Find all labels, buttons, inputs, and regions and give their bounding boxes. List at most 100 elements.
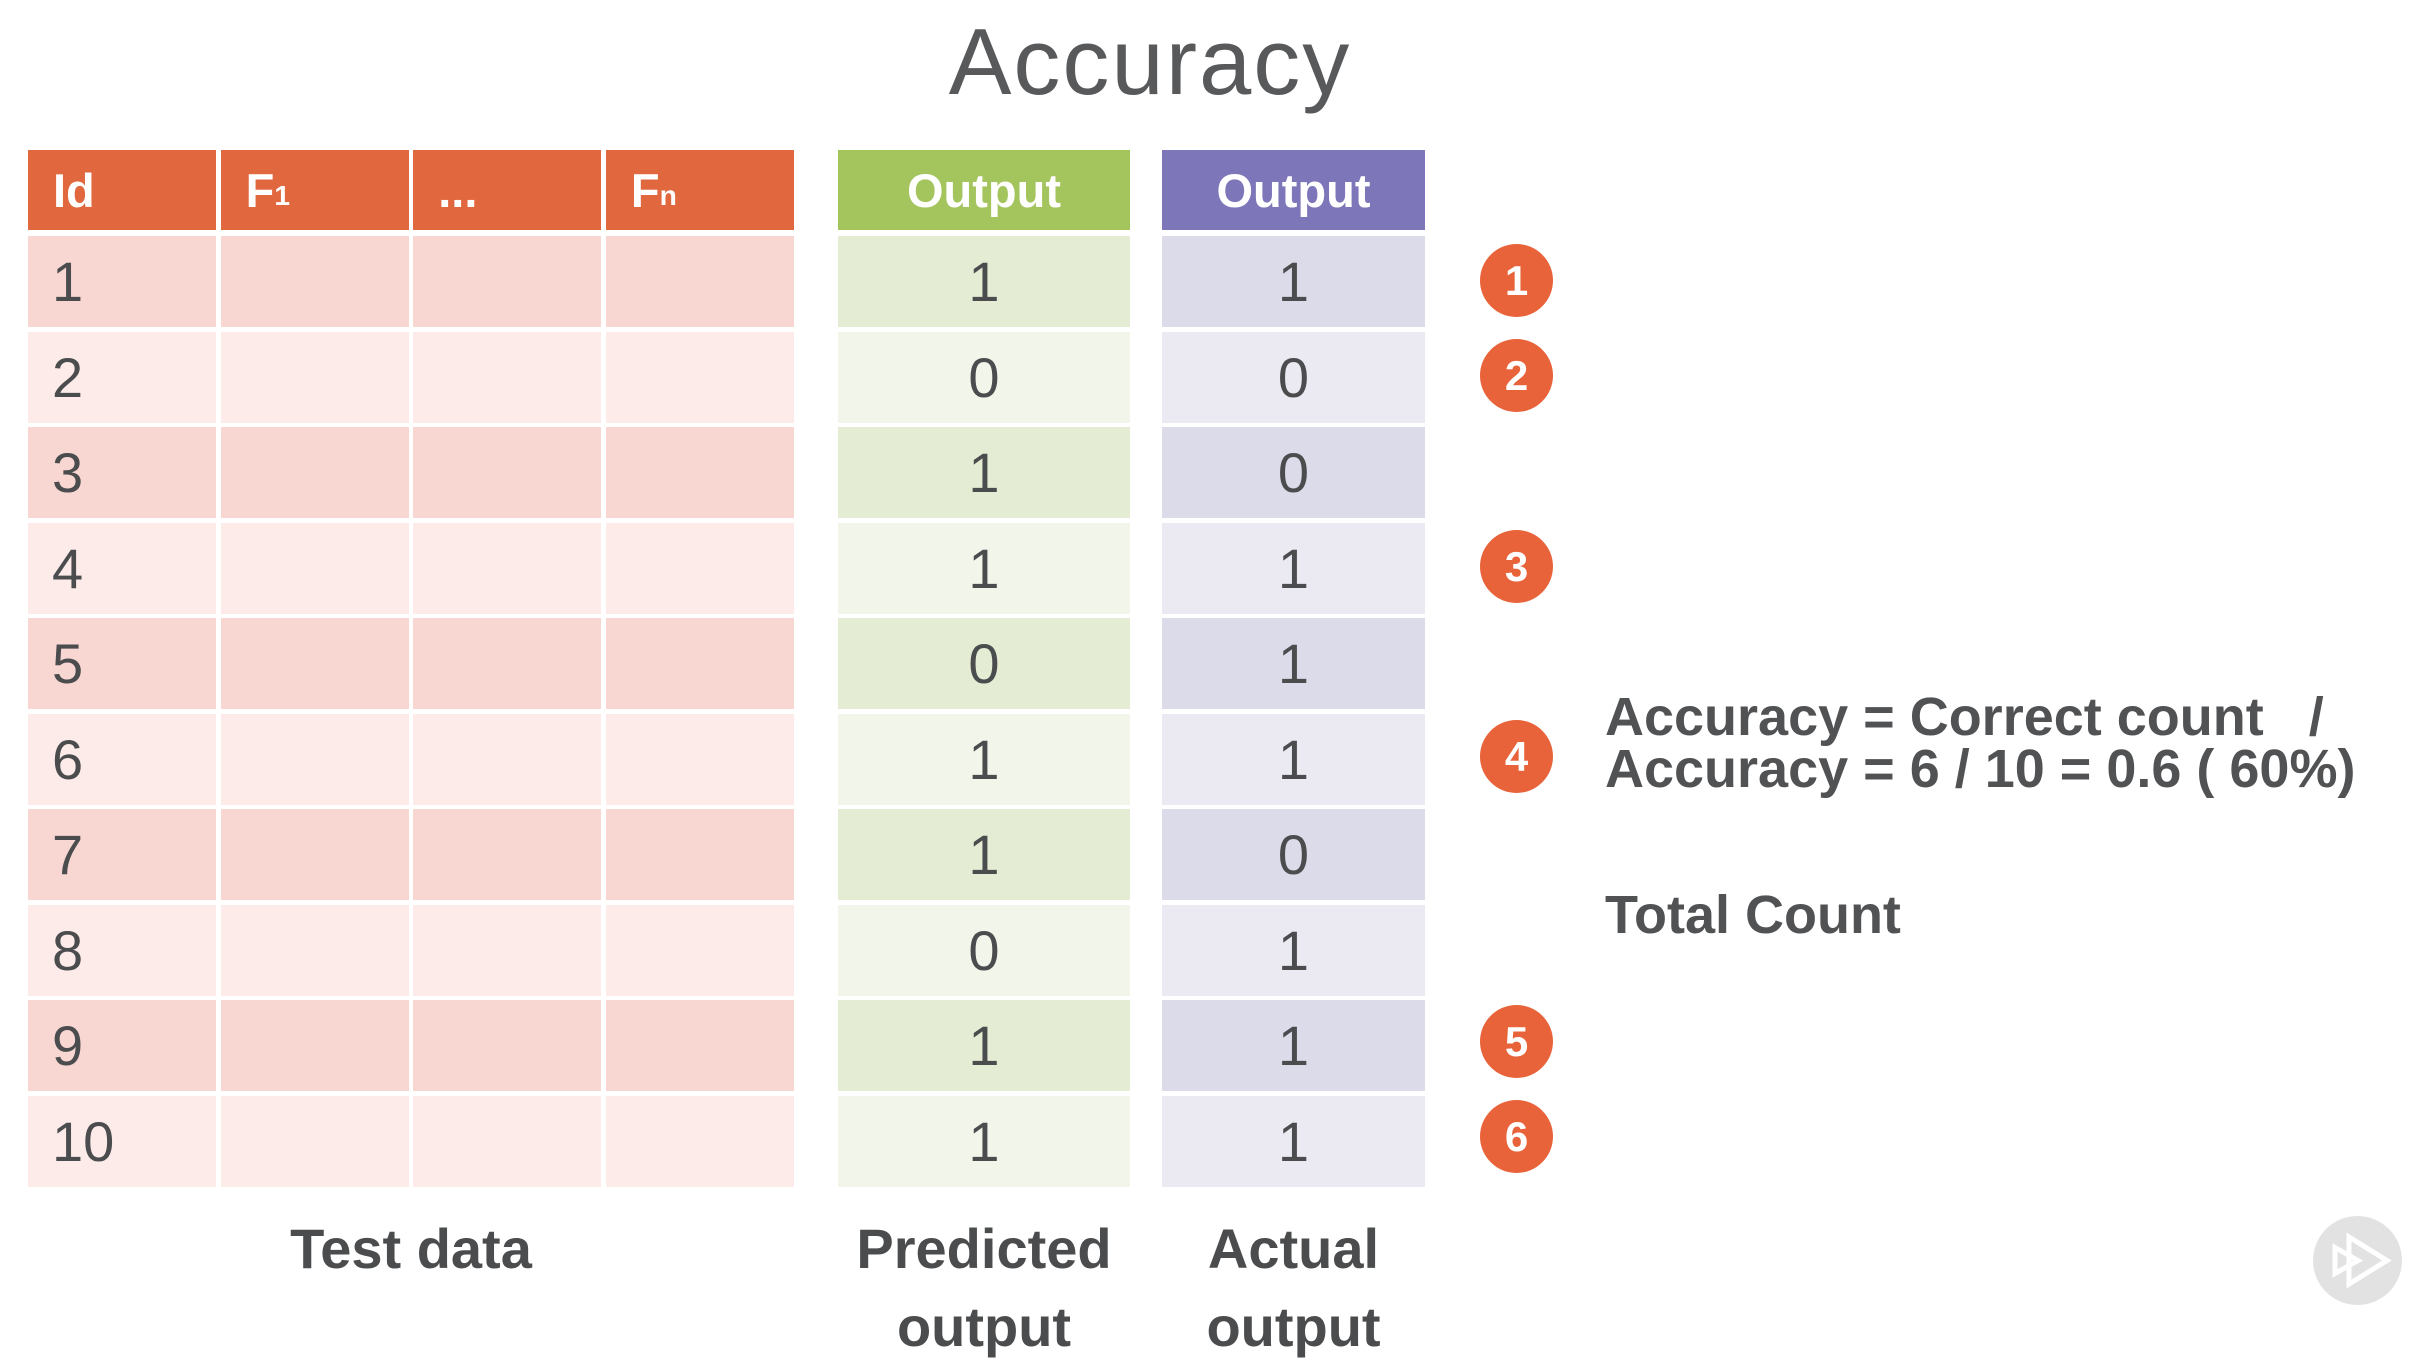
cell-feature [413,1000,602,1091]
predicted-caption-line1: Predicted [856,1217,1112,1280]
cell-feature [605,236,794,327]
cell-feature [413,427,602,518]
cell-actual: 0 [1162,427,1425,518]
table-row: 4 [28,522,794,614]
cell-predicted: 1 [838,1000,1130,1091]
table-row: 3 [28,427,794,518]
pluralsight-play-logo[interactable] [2313,1216,2402,1305]
cell-feature [220,331,409,423]
cell-id: 9 [28,1000,217,1091]
cell-actual: 0 [1162,331,1425,423]
cell-feature [605,331,794,423]
cell-feature [413,236,602,327]
step-marker-6: 6 [1480,1100,1553,1173]
cell-feature [605,904,794,996]
cell-feature [220,713,409,805]
accuracy-formula-line1: Accuracy = Correct count / [1605,687,2324,747]
predicted-rows: 1 0 1 1 0 1 1 0 1 1 [838,236,1130,1187]
table-row: 8 [28,904,794,996]
table-row: 6 [28,713,794,805]
cell-feature [605,713,794,805]
play-icon [2313,1216,2402,1305]
cell-feature [413,809,602,900]
column-header-predicted-output: Output [838,150,1130,230]
cell-id: 4 [28,522,217,614]
actual-rows: 1 0 0 1 1 1 0 1 1 1 [1162,236,1425,1187]
cell-id: 1 [28,236,217,327]
cell-id: 5 [28,618,217,709]
cell-feature [220,1000,409,1091]
cell-id: 2 [28,331,217,423]
step-marker-2: 2 [1480,339,1553,412]
actual-caption-line2: output [1206,1295,1381,1358]
cell-predicted: 0 [838,904,1130,996]
cell-actual: 1 [1162,1095,1425,1187]
cell-predicted: 1 [838,1095,1130,1187]
cell-feature [605,809,794,900]
cell-feature [413,618,602,709]
actual-header-row: Output [1162,150,1425,230]
column-header-id: Id [28,150,217,230]
step-marker-1: 1 [1480,244,1553,317]
table-row: 1 [28,236,794,327]
cell-feature [605,1095,794,1187]
cell-predicted: 1 [838,236,1130,327]
cell-predicted: 1 [838,713,1130,805]
cell-feature [220,236,409,327]
cell-feature [220,522,409,614]
cell-id: 7 [28,809,217,900]
accuracy-result-text: Accuracy = 6 / 10 = 0.6 ( 60%) [1605,739,2356,799]
predicted-output-table: Output 1 0 1 1 0 1 1 0 1 1 [838,150,1130,1187]
accuracy-formula-line2: Total Count [1605,885,1901,945]
cell-id: 10 [28,1095,217,1187]
cell-feature [413,713,602,805]
cell-id: 8 [28,904,217,996]
cell-feature [220,904,409,996]
cell-feature [413,904,602,996]
table-row: 9 [28,1000,794,1091]
actual-output-caption: Actual output [1162,1210,1425,1366]
table-row: 5 [28,618,794,709]
table-row: 7 [28,809,794,900]
cell-feature [220,809,409,900]
cell-predicted: 1 [838,427,1130,518]
cell-predicted: 1 [838,809,1130,900]
cell-feature [220,618,409,709]
cell-feature [220,1095,409,1187]
test-data-caption: Test data [290,1217,532,1280]
cell-feature [413,522,602,614]
cell-actual: 1 [1162,1000,1425,1091]
cell-predicted: 0 [838,618,1130,709]
cell-actual: 1 [1162,904,1425,996]
cell-actual: 1 [1162,618,1425,709]
cell-feature [413,331,602,423]
table-row: 2 [28,331,794,423]
cell-actual: 1 [1162,236,1425,327]
cell-feature [605,1000,794,1091]
predicted-header-row: Output [838,150,1130,230]
predicted-caption-line2: output [896,1295,1072,1358]
cell-actual: 1 [1162,713,1425,805]
predicted-output-caption: Predicted output [838,1210,1130,1366]
cell-feature [413,1095,602,1187]
accuracy-formula-text: Accuracy = Correct count / Total Count [1605,552,2324,1014]
cell-feature [605,618,794,709]
slide-title: Accuracy [948,9,1352,114]
table-row: 10 [28,1095,794,1187]
step-marker-5: 5 [1480,1005,1553,1078]
test-table-rows: 1 2 3 4 5 6 7 8 9 10 [28,236,794,1187]
cell-predicted: 0 [838,331,1130,423]
cell-actual: 1 [1162,522,1425,614]
cell-id: 3 [28,427,217,518]
step-marker-3: 3 [1480,530,1553,603]
actual-output-table: Output 1 0 0 1 1 1 0 1 1 1 [1162,150,1425,1187]
cell-predicted: 1 [838,522,1130,614]
cell-id: 6 [28,713,217,805]
column-header-actual-output: Output [1162,150,1425,230]
actual-caption-line1: Actual [1207,1217,1380,1280]
column-header-ellipsis: ... [413,150,602,230]
